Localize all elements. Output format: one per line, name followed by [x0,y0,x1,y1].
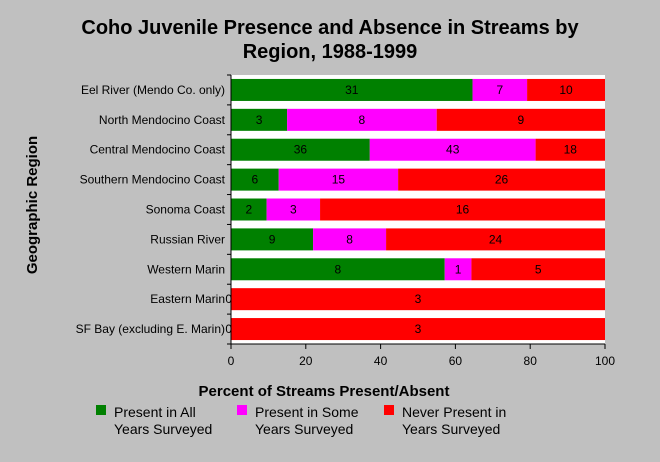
data-label-sonoma-coast-series-2: 3 [290,203,297,217]
data-label-eel-river-mendo-co-only-series-3: 10 [559,83,573,97]
data-label-eel-river-mendo-co-only-series-2: 7 [496,83,503,97]
data-label-eastern-marin-series-3: 3 [415,292,422,306]
data-label-russian-river-series-3: 24 [489,232,503,246]
data-label-north-mendocino-coast-series-1: 3 [256,113,263,127]
data-label-sonoma-coast-series-1: 2 [245,203,252,217]
bar-north-mendocino-coast-series-2 [287,108,437,131]
data-label-sf-bay-excluding-e-marin-series-3: 3 [415,322,422,336]
legend-label-series-2-line-2: Years Surveyed [255,421,353,437]
data-label-russian-river-series-2: 8 [346,232,353,246]
chart-title-line-1: Coho Juvenile Presence and Absence in St… [81,17,579,39]
legend-label-series-3-line-1: Never Present in [402,404,506,420]
bar-eel-river-mendo-co-only-series-1 [231,78,473,101]
bar-southern-mendocino-coast-series-3 [398,168,605,191]
data-label-sf-bay-excluding-e-marin-series-1: 0 [225,322,232,336]
bar-eel-river-mendo-co-only-series-2 [472,78,528,101]
data-label-sonoma-coast-series-3: 16 [456,203,470,217]
data-label-southern-mendocino-coast-series-3: 26 [495,173,509,187]
legend-label-series-1-line-1: Present in All [114,404,196,420]
x-tick-label-60: 60 [449,354,463,368]
bar-russian-river-series-3 [386,228,605,251]
legend-swatch-series-2 [237,405,247,415]
data-label-western-marin-series-1: 8 [335,262,342,276]
x-tick-label-40: 40 [374,354,388,368]
bar-central-mendocino-coast-series-1 [231,138,370,161]
data-label-western-marin-series-2: 1 [455,262,462,276]
data-label-southern-mendocino-coast-series-1: 6 [252,173,259,187]
category-label-north-mendocino-coast: North Mendocino Coast [99,113,226,127]
data-label-eel-river-mendo-co-only-series-1: 31 [345,83,359,97]
legend-label-series-1-line-2: Years Surveyed [114,421,212,437]
bar-north-mendocino-coast-series-3 [436,108,605,131]
bar-sonoma-coast-series-3 [320,198,605,221]
bars-layer [231,78,605,341]
bar-eel-river-mendo-co-only-series-3 [527,78,605,101]
data-label-north-mendocino-coast-series-2: 8 [359,113,366,127]
bar-sf-bay-excluding-e-marin-series-3 [231,318,605,341]
bar-sonoma-coast-series-2 [266,198,321,221]
bar-western-marin-series-2 [444,258,472,281]
legend-label-series-3-line-2: Years Surveyed [402,421,500,437]
bar-eastern-marin-series-3 [231,288,605,311]
data-label-southern-mendocino-coast-series-2: 15 [332,173,346,187]
category-label-southern-mendocino-coast: Southern Mendocino Coast [80,173,226,187]
data-label-eastern-marin-series-1: 0 [225,292,232,306]
bar-north-mendocino-coast-series-1 [231,108,288,131]
data-label-central-mendocino-coast-series-3: 18 [564,143,578,157]
bar-central-mendocino-coast-series-3 [535,138,605,161]
data-label-north-mendocino-coast-series-3: 9 [518,113,525,127]
axes-layer: Eel River (Mendo Co. only) North Mendocin… [76,74,615,368]
category-label-western-marin: Western Marin [147,262,225,276]
category-label-russian-river: Russian River [150,232,225,246]
legend-swatch-series-1 [96,405,106,415]
legend-label-series-2-line-1: Present in Some [255,404,359,420]
bar-western-marin-series-1 [231,258,445,281]
bar-russian-river-series-2 [313,228,387,251]
category-label-central-mendocino-coast: Central Mendocino Coast [90,143,226,157]
x-axis-title: Percent of Streams Present/Absent [199,383,450,400]
bar-central-mendocino-coast-series-2 [369,138,536,161]
data-label-western-marin-series-3: 5 [535,262,542,276]
category-label-sonoma-coast: Sonoma Coast [146,203,226,217]
category-label-eel-river-mendo-co-only: Eel River (Mendo Co. only) [81,83,225,97]
y-axis-title: Geographic Region [24,136,41,274]
data-label-russian-river-series-1: 9 [269,232,276,246]
x-tick-label-100: 100 [595,354,615,368]
bar-western-marin-series-3 [471,258,605,281]
data-label-central-mendocino-coast-series-1: 36 [294,143,308,157]
bar-southern-mendocino-coast-series-1 [231,168,279,191]
x-tick-label-80: 80 [524,354,538,368]
bar-southern-mendocino-coast-series-2 [278,168,399,191]
data-label-central-mendocino-coast-series-2: 43 [446,143,460,157]
category-label-eastern-marin: Eastern Marin [150,292,225,306]
x-tick-label-0: 0 [228,354,235,368]
chart-title-line-2: Region, 1988-1999 [243,41,418,63]
legend-swatch-series-3 [384,405,394,415]
data-labels-layer: 31 7 103 8 936 43 186 15 262 3 169 8 248 1 50 30 3 [225,83,577,336]
bar-russian-river-series-1 [231,228,314,251]
x-tick-label-20: 20 [299,354,313,368]
category-label-sf-bay-excluding-e-marin: SF Bay (excluding E. Marin) [76,322,225,336]
bar-sonoma-coast-series-1 [231,198,267,221]
